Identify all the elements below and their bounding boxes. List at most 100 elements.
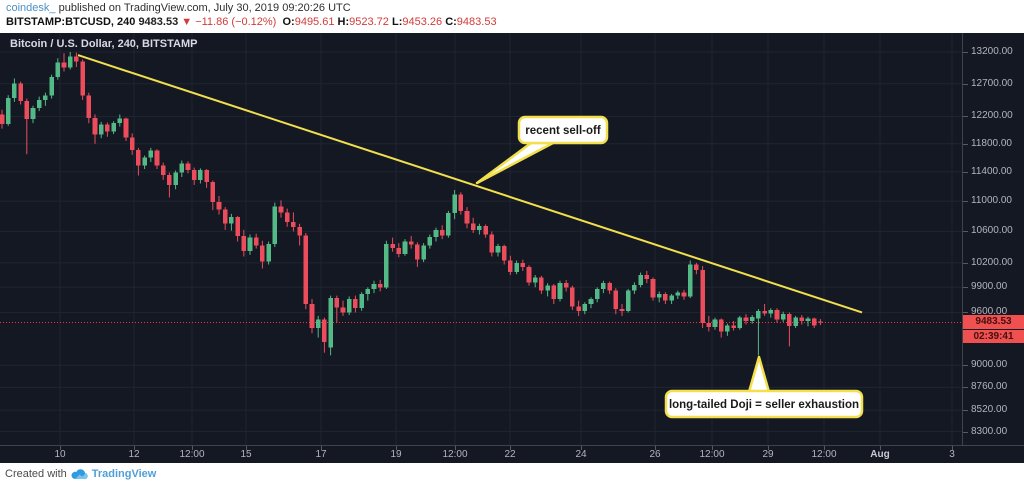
candle-body bbox=[439, 229, 445, 236]
price-axis-label: 8760.00 bbox=[971, 381, 1008, 393]
candle-body bbox=[570, 287, 575, 307]
candle-body bbox=[613, 290, 619, 310]
time-axis-tick bbox=[134, 446, 135, 450]
price-axis-label: 9600.00 bbox=[971, 306, 1008, 318]
candle-body bbox=[793, 317, 798, 327]
price-axis-tick bbox=[963, 387, 968, 389]
candle-body bbox=[470, 223, 476, 230]
coindesk-link[interactable]: coindesk_ bbox=[6, 2, 56, 14]
callout-box[interactable] bbox=[517, 115, 609, 145]
low-label: L: bbox=[391, 16, 403, 28]
open-label: O: bbox=[282, 16, 295, 28]
low-value: 9453.26 bbox=[402, 16, 443, 28]
candle-body bbox=[551, 285, 557, 299]
candle-body bbox=[61, 62, 67, 68]
candle-body bbox=[408, 241, 414, 245]
time-axis-label: 12:00 bbox=[442, 449, 468, 460]
candle-body bbox=[656, 293, 662, 298]
callout-tail bbox=[747, 355, 771, 394]
price-axis-tick bbox=[963, 312, 968, 314]
candle-body bbox=[123, 118, 129, 138]
candle-body bbox=[501, 246, 507, 261]
candlestick-chart[interactable]: recent sell-off long-tailed Doji = seller… bbox=[0, 33, 962, 445]
candle-body bbox=[421, 245, 426, 260]
time-axis-tick bbox=[712, 446, 713, 450]
candle-body bbox=[687, 264, 693, 297]
candle-countdown-badge: 02:39:41 bbox=[963, 330, 1024, 344]
candle-body bbox=[86, 95, 92, 118]
candle-body bbox=[260, 245, 265, 262]
candle-body bbox=[663, 293, 668, 301]
candle-body bbox=[737, 317, 743, 328]
candle-body bbox=[30, 107, 36, 120]
candle-body bbox=[353, 298, 358, 309]
callout-box[interactable] bbox=[664, 389, 864, 419]
candle-body bbox=[371, 284, 377, 289]
candle-body bbox=[718, 319, 724, 332]
candle-body bbox=[235, 216, 240, 237]
time-axis-tick bbox=[952, 446, 953, 450]
candle-body bbox=[638, 275, 643, 285]
price-axis-tick bbox=[963, 231, 968, 233]
time-axis-tick bbox=[60, 446, 61, 450]
candle-body bbox=[98, 124, 104, 135]
candle-body bbox=[557, 283, 563, 299]
candle-body bbox=[204, 169, 209, 183]
candle-body bbox=[247, 237, 253, 251]
candle-body bbox=[291, 222, 296, 227]
candle-body bbox=[328, 298, 333, 348]
price-axis-label: 8520.00 bbox=[971, 404, 1008, 416]
chart-pane[interactable]: Bitcoin / U.S. Dollar, 240, BITSTAMP rec… bbox=[0, 33, 963, 445]
candle-body bbox=[588, 298, 594, 305]
candle-body bbox=[402, 241, 408, 255]
candle-body bbox=[452, 194, 457, 214]
candle-body bbox=[185, 163, 191, 170]
price-axis-tick bbox=[963, 52, 968, 53]
candle-body bbox=[799, 317, 805, 322]
callout-text: long-tailed Doji = seller exhaustion bbox=[669, 399, 859, 411]
footer: Created with TradingView bbox=[0, 463, 1024, 485]
byline-text: published on TradingView.com, July 30, 2… bbox=[55, 2, 351, 14]
candle-body bbox=[241, 236, 247, 251]
price-axis-label: 9000.00 bbox=[971, 359, 1008, 371]
price-axis[interactable]: 9483.53 02:39:41 13200.00 12700.00 12200.0… bbox=[963, 33, 1024, 445]
candle-body bbox=[67, 56, 73, 68]
candle-body bbox=[74, 56, 79, 62]
time-axis-label: 12:00 bbox=[699, 449, 725, 460]
candle-body bbox=[625, 290, 631, 311]
price-axis-label: 12700.00 bbox=[971, 77, 1013, 89]
candle-body bbox=[111, 123, 116, 132]
candle-body bbox=[495, 246, 501, 253]
tradingview-brand-link[interactable]: TradingView bbox=[91, 468, 157, 480]
candle-body bbox=[167, 174, 172, 185]
price-axis-tick bbox=[963, 431, 968, 433]
time-axis-label: 3 bbox=[949, 449, 955, 460]
high-label: H: bbox=[337, 16, 350, 28]
time-axis-tick bbox=[455, 446, 456, 450]
high-value: 9523.72 bbox=[349, 16, 389, 28]
candle-body bbox=[24, 101, 30, 120]
candle-body bbox=[818, 321, 823, 323]
time-axis-tick bbox=[321, 446, 322, 450]
candle-body bbox=[539, 277, 544, 291]
candle-body bbox=[278, 206, 284, 213]
price-axis-label: 11400.00 bbox=[971, 165, 1012, 177]
candle-body bbox=[303, 235, 309, 305]
created-with-text: Created with bbox=[5, 468, 67, 480]
price-axis-tick bbox=[963, 143, 968, 145]
candle-body bbox=[545, 285, 550, 291]
candle-body bbox=[669, 295, 674, 301]
candle-body bbox=[377, 284, 383, 288]
candle-body bbox=[179, 163, 185, 173]
candle-body bbox=[700, 270, 705, 323]
trendline[interactable] bbox=[77, 54, 863, 314]
symbol-label: BITSTAMP:BTCUSD, 240 bbox=[6, 16, 136, 28]
tradingview-logo-icon bbox=[71, 469, 88, 480]
candle-body bbox=[508, 260, 513, 272]
candle-body bbox=[216, 201, 222, 210]
candle-body bbox=[253, 237, 259, 246]
candle-body bbox=[563, 283, 569, 288]
candle-body bbox=[756, 310, 761, 319]
time-axis[interactable]: 10 12 12:00 15 17 19 12:00 22 24 26 12:00 29 12:00 Au… bbox=[0, 445, 1024, 464]
time-axis-label: 12:00 bbox=[179, 449, 205, 460]
